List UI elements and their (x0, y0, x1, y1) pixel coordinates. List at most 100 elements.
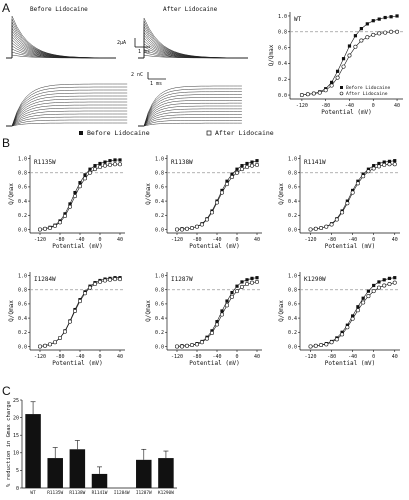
data-point (377, 17, 381, 21)
y-tick-label: 0 (16, 486, 19, 492)
x-tick-label: -40 (75, 237, 84, 243)
data-point (389, 29, 394, 34)
scale-bottom-time: 1 ms (150, 81, 162, 87)
x-tick-label: 0 (372, 354, 375, 360)
x-tick-label: 40 (392, 237, 398, 243)
data-point (240, 280, 244, 284)
data-point (351, 314, 355, 318)
x-tick-label: -40 (212, 354, 221, 360)
data-point (98, 161, 102, 166)
data-point (215, 322, 220, 327)
panel-label-a: A (2, 1, 10, 15)
data-point (88, 167, 92, 171)
x-tick-label: 0 (372, 103, 375, 109)
x-tick-label: -40 (348, 237, 357, 243)
legend-marker (339, 91, 344, 96)
x-tick-label: -40 (348, 354, 357, 360)
fit-curve (39, 163, 120, 230)
gating-current-after (138, 17, 249, 59)
data-point (103, 160, 107, 164)
panel-label-c: C (2, 384, 11, 398)
data-point (113, 277, 118, 282)
data-point (103, 278, 108, 283)
x-tick-label: -120 (34, 354, 46, 360)
y-axis-label: Q/Qmax (145, 300, 152, 322)
x-tick-label: -40 (212, 237, 221, 243)
y-tick-label: 0.6 (155, 185, 164, 191)
data-point (93, 164, 97, 168)
y-axis-label: Q/Qmax (145, 183, 152, 205)
y-tick-label: 1.0 (288, 156, 297, 162)
data-point (382, 278, 386, 282)
scale-bar-bottom: 2 nC 1 ms (131, 72, 166, 87)
category-label: R1141W (92, 490, 108, 496)
x-tick-label: -40 (345, 103, 354, 109)
data-point (250, 276, 254, 280)
data-point (324, 224, 329, 229)
data-point (108, 159, 112, 163)
data-point (361, 172, 365, 176)
data-point (395, 29, 400, 34)
y-tick-label: 0.0 (288, 344, 297, 350)
legend-b: Before Lidocaine After Lidocaine (79, 129, 274, 137)
data-point (366, 289, 371, 293)
data-point (387, 276, 392, 280)
data-point (345, 201, 350, 206)
trace-line (138, 97, 242, 127)
data-point (230, 294, 235, 299)
data-point (42, 226, 47, 231)
bar (47, 458, 63, 488)
data-point (230, 290, 234, 295)
data-point (330, 80, 334, 84)
data-point (382, 160, 386, 164)
data-point (250, 280, 255, 285)
data-point (387, 162, 392, 167)
data-point (235, 170, 240, 175)
data-point (313, 343, 318, 348)
charge-after (138, 85, 242, 127)
y-tick-label: 0.8 (155, 171, 164, 177)
series-before (308, 159, 397, 232)
mutant-label: R1138W (171, 159, 193, 166)
data-point (359, 27, 363, 31)
data-point (308, 227, 313, 232)
fit-curve (177, 164, 258, 230)
fit-curve (176, 160, 258, 230)
data-point (93, 282, 98, 287)
trace-line (138, 111, 242, 127)
data-point (175, 344, 180, 349)
qv-chart-r1138w: 0.0 0.2 0.4 0.6 0.8 1.0 -120 -80 -40 0 40 Potential… (145, 155, 262, 250)
y-tick-label: 0.2 (18, 330, 27, 336)
data-point (395, 14, 399, 18)
y-tick-label: 1.0 (18, 156, 27, 162)
data-point (383, 15, 387, 20)
data-point (93, 167, 98, 172)
y-axis-label: % reduction in Gmax charge (6, 401, 12, 487)
x-tick-label: 0 (98, 354, 101, 360)
mutant-label: I1284W (34, 276, 56, 283)
x-tick-label: 40 (394, 103, 400, 109)
x-tick-label: -120 (305, 237, 317, 243)
trace-line (6, 83, 128, 127)
data-point (62, 213, 67, 218)
data-point (371, 32, 376, 37)
data-point (365, 35, 370, 40)
data-point (210, 330, 215, 335)
current-traces (6, 15, 249, 127)
series-after (308, 280, 397, 349)
trace-line (6, 15, 117, 59)
y-tick-label: 0.6 (288, 302, 297, 308)
data-point (376, 164, 381, 169)
mutant-label: R1135W (34, 159, 56, 166)
x-tick-label: 40 (392, 354, 398, 360)
data-point (366, 169, 371, 174)
y-tick-label: 1.0 (155, 156, 164, 162)
trace-line (6, 113, 128, 127)
x-tick-label: -120 (34, 237, 46, 243)
trace-line (138, 120, 242, 127)
trace-line (138, 108, 242, 127)
data-point (245, 165, 250, 170)
data-point (366, 167, 371, 171)
data-point (250, 160, 254, 164)
trace-line (138, 94, 242, 127)
